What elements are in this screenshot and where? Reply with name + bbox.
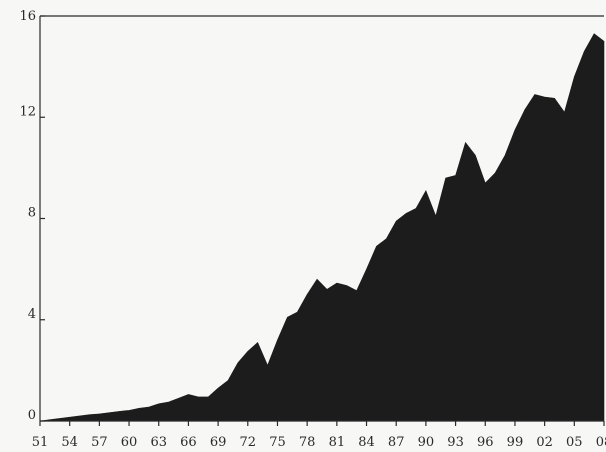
- x-tick-label: 57: [91, 435, 108, 450]
- x-tick-label: 93: [447, 435, 464, 450]
- x-tick-label: 54: [61, 435, 78, 450]
- x-tick-label: 02: [536, 435, 553, 450]
- x-tick-label: 66: [180, 435, 197, 450]
- x-tick-label: 60: [121, 435, 138, 450]
- x-axis-ticks: 51 54 57 60 63 66 69 72 75 78 81 84 87 90 93 96 99 02 05 08: [32, 421, 606, 450]
- x-tick-label: 63: [150, 435, 167, 450]
- x-tick-label: 81: [329, 435, 346, 450]
- y-tick-label: 4: [28, 307, 36, 322]
- x-tick-label: 69: [210, 435, 227, 450]
- x-tick-label: 84: [358, 435, 375, 450]
- x-tick-label: 90: [418, 435, 435, 450]
- x-tick-label: 96: [477, 435, 494, 450]
- y-tick-label: 16: [19, 9, 36, 24]
- x-tick-label: 05: [566, 435, 583, 450]
- x-tick-label: 99: [507, 435, 524, 450]
- y-axis-ticks: 0 4 8 12 16: [19, 9, 45, 423]
- y-tick-label: 12: [19, 104, 36, 119]
- x-tick-label: 87: [388, 435, 405, 450]
- x-tick-label: 51: [32, 435, 49, 450]
- y-tick-label: 0: [28, 408, 36, 423]
- y-tick-label: 8: [28, 206, 36, 221]
- area-series: [39, 33, 605, 422]
- x-tick-label: 08: [596, 435, 606, 450]
- x-tick-label: 78: [299, 435, 316, 450]
- x-tick-label: 75: [269, 435, 286, 450]
- x-tick-label: 72: [240, 435, 257, 450]
